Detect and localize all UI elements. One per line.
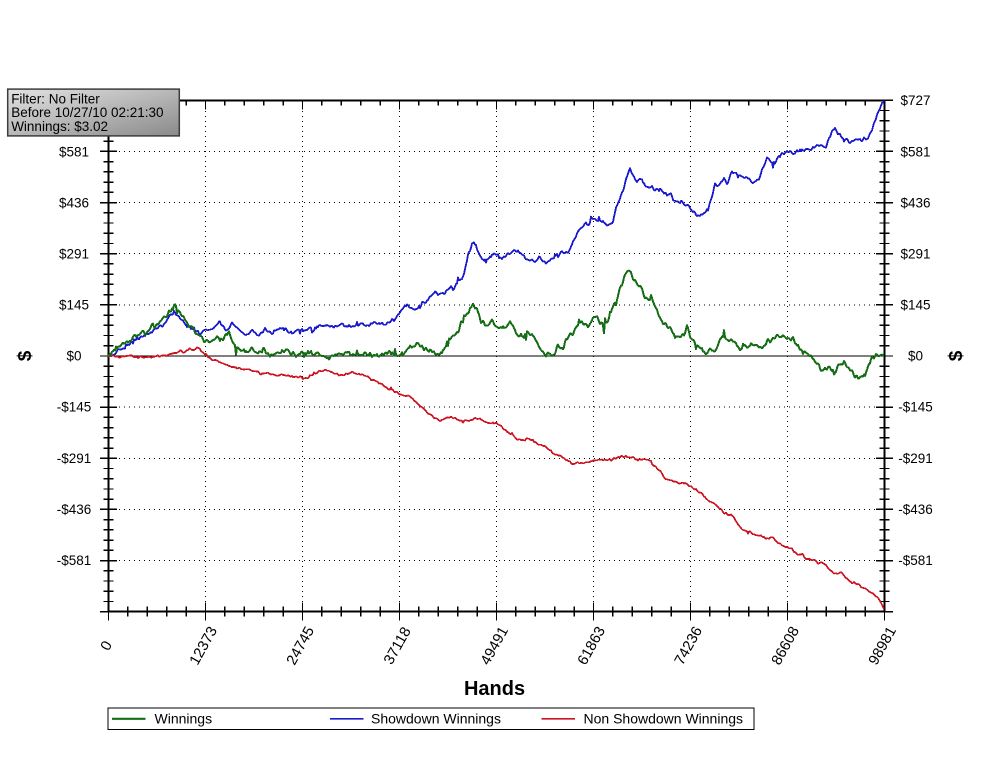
svg-text:$: $ [946, 350, 967, 361]
svg-text:$145: $145 [900, 298, 930, 313]
svg-text:Winnings: $3.02: Winnings: $3.02 [11, 119, 108, 134]
svg-text:$: $ [15, 350, 36, 361]
svg-text:$727: $727 [900, 93, 930, 108]
svg-text:-$145: -$145 [57, 400, 92, 415]
svg-text:$436: $436 [900, 195, 930, 210]
svg-text:Non Showdown Winnings: Non Showdown Winnings [584, 711, 744, 727]
svg-text:Filter: No Filter: Filter: No Filter [11, 92, 100, 107]
svg-text:$291: $291 [900, 246, 930, 261]
svg-text:-$291: -$291 [898, 451, 933, 466]
svg-text:$581: $581 [900, 144, 930, 159]
svg-text:-$291: -$291 [57, 451, 92, 466]
svg-text:Hands: Hands [464, 678, 525, 700]
svg-text:$291: $291 [59, 246, 89, 261]
svg-text:-$581: -$581 [57, 553, 92, 568]
svg-text:$581: $581 [59, 144, 89, 159]
svg-text:-$145: -$145 [898, 400, 933, 415]
svg-text:$436: $436 [59, 195, 89, 210]
svg-text:-$581: -$581 [898, 553, 933, 568]
svg-text:$145: $145 [59, 298, 89, 313]
svg-text:$0: $0 [908, 349, 923, 364]
svg-text:Before 10/27/10 02:21:30: Before 10/27/10 02:21:30 [11, 105, 163, 120]
svg-text:-$436: -$436 [57, 502, 92, 517]
svg-text:$0: $0 [66, 349, 81, 364]
svg-text:-$436: -$436 [898, 502, 933, 517]
svg-text:Showdown Winnings: Showdown Winnings [371, 711, 501, 727]
svg-text:Winnings: Winnings [155, 711, 213, 727]
